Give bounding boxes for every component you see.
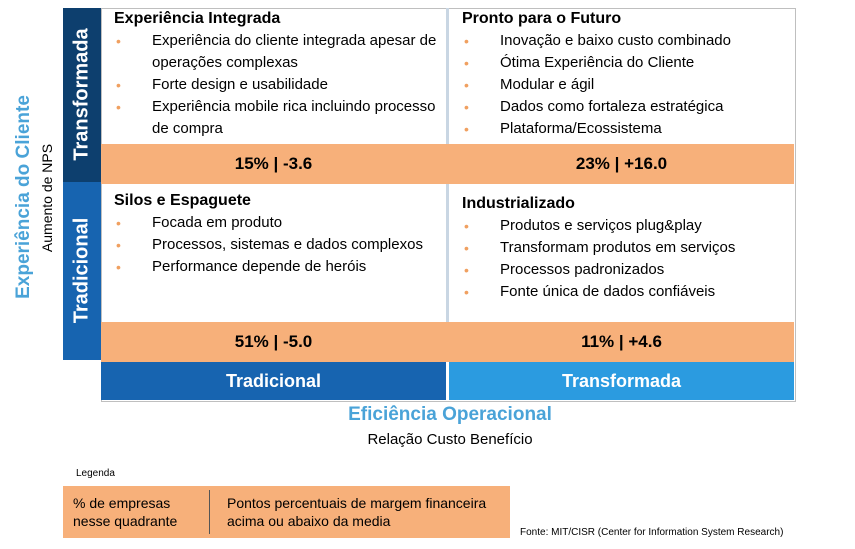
x-axis-title: Eficiência Operacional — [348, 404, 552, 425]
list-item: Modular e ágil — [462, 74, 782, 96]
stat-band-bottom — [101, 322, 794, 362]
quadrant-title: Pronto para o Futuro — [462, 10, 622, 27]
stat-band-top — [101, 144, 794, 184]
list-item: Ótima Experiência do Cliente — [462, 52, 782, 74]
list-item: Processos, sistemas e dados complexos — [114, 234, 444, 256]
legend-label: Legenda — [76, 468, 115, 479]
y-axis-title: Experiência do Cliente — [13, 95, 34, 299]
column-label-right: Transformada — [449, 362, 794, 400]
quadrant-title: Experiência Integrada — [114, 10, 281, 27]
quadrant-bottom-right: Industrializado Produtos e serviços plug… — [462, 195, 782, 303]
list-item: Produtos e serviços plug&play — [462, 215, 782, 237]
stat-bottom-right: 11% | +4.6 — [581, 332, 662, 351]
list-item: Plataforma/Ecossistema — [462, 118, 782, 140]
row-label-bottom: Tradicional — [63, 182, 101, 360]
quadrant-divider — [446, 8, 449, 360]
list-item: Fonte única de dados confiáveis — [462, 281, 782, 303]
quadrant-top-right: Pronto para o Futuro Inovação e baixo cu… — [462, 10, 782, 140]
row-label-top: Transformada — [63, 8, 101, 182]
list-item: Processos padronizados — [462, 259, 782, 281]
list-item: Dados como fortaleza estratégica — [462, 96, 782, 118]
stat-top-right: 23% | +16.0 — [575, 154, 668, 173]
stat-top-left: 15% | -3.6 — [234, 154, 313, 173]
list-item: Performance depende de heróis — [114, 256, 444, 278]
quadrant-title: Silos e Espaguete — [114, 192, 251, 209]
y-axis-subtitle: Aumento de NPS — [39, 143, 55, 253]
list-item: Inovação e baixo custo combinado — [462, 30, 782, 52]
x-axis-subtitle: Relação Custo Benefício — [367, 431, 533, 448]
quadrant-top-left: Experiência Integrada Experiência do cli… — [114, 10, 444, 140]
quadrant-bottom-left: Silos e Espaguete Focada em produto Proc… — [114, 192, 444, 278]
legend-box: % de empresas nesse quadrante Pontos per… — [63, 486, 510, 538]
source-note: Fonte: MIT/CISR (Center for Information … — [520, 527, 784, 538]
list-item: Focada em produto — [114, 212, 444, 234]
list-item: Experiência mobile rica incluindo proces… — [114, 96, 444, 140]
column-label-left: Tradicional — [101, 362, 446, 400]
legend-left-text: % de empresas nesse quadrante — [73, 495, 178, 529]
list-item: Forte design e usabilidade — [114, 74, 444, 96]
list-item: Transformam produtos em serviços — [462, 237, 782, 259]
legend-separator — [209, 490, 210, 534]
legend-right-text: Pontos percentuais de margem financeira … — [227, 495, 487, 529]
quadrant-title: Industrializado — [462, 195, 575, 212]
list-item: Experiência do cliente integrada apesar … — [114, 30, 444, 74]
stat-bottom-left: 51% | -5.0 — [234, 332, 313, 351]
